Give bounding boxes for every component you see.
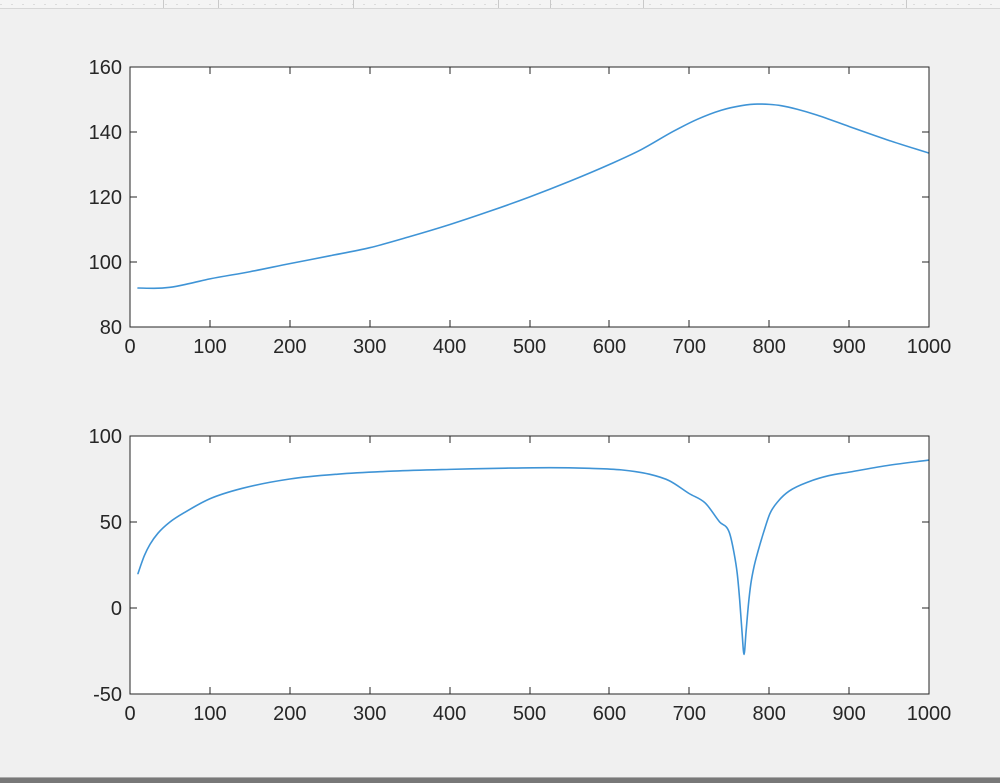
y-tick-label: 100: [89, 252, 122, 274]
y-tick-label: 160: [89, 57, 122, 79]
x-tick-label: 300: [353, 336, 386, 358]
window-bottom-border: [0, 777, 1000, 783]
x-tick-label: 900: [832, 703, 865, 725]
x-tick-label: 200: [273, 703, 306, 725]
x-tick-label: 100: [193, 703, 226, 725]
y-tick-label: 0: [111, 598, 122, 620]
tick-labels: 0 100 200 300 400 500 600 700 800 900 1000 80 100 120…: [89, 57, 952, 358]
toolbar-separator: [906, 0, 907, 8]
toolbar-separator: [550, 0, 551, 8]
axes-box-and-ticks: [129, 435, 930, 695]
axes-box-and-ticks: [129, 66, 930, 328]
x-tick-label: 200: [273, 336, 306, 358]
x-tick-label: 300: [353, 703, 386, 725]
y-tick-label: 140: [89, 122, 122, 144]
x-tick-label: 1000: [907, 703, 952, 725]
x-tick-label: 900: [832, 336, 865, 358]
subplot-1-axes[interactable]: 0 100 200 300 400 500 600 700 800 900 1000 80 100 120…: [89, 57, 952, 358]
lower-curve-line: [137, 459, 929, 656]
x-tick-label: 1000: [907, 336, 952, 358]
x-tick-label: 400: [433, 336, 466, 358]
upper-curve-line: [137, 103, 929, 290]
x-tick-label: 800: [753, 703, 786, 725]
y-tick-label: 120: [89, 187, 122, 209]
y-tick-label: 50: [100, 512, 122, 534]
x-tick-label: 500: [513, 703, 546, 725]
x-tick-label: 100: [193, 336, 226, 358]
subplot-2-axes[interactable]: 0 100 200 300 400 500 600 700 800 900 1000-5005010…: [89, 426, 952, 725]
x-tick-label: 400: [433, 703, 466, 725]
y-tick-label: -50: [93, 684, 122, 706]
x-tick-label: 0: [124, 703, 135, 725]
plot-background: [130, 436, 929, 694]
window-edge-strip: [0, 0, 1000, 9]
x-tick-label: 0: [124, 336, 135, 358]
x-tick-label: 700: [673, 703, 706, 725]
toolbar-separator: [643, 0, 644, 8]
x-tick-label: 600: [593, 703, 626, 725]
x-tick-label: 600: [593, 336, 626, 358]
toolbar-separator: [163, 0, 164, 8]
tick-labels: 0 100 200 300 400 500 600 700 800 900 1000-5005010…: [89, 426, 952, 725]
x-tick-label: 800: [753, 336, 786, 358]
y-tick-label: 80: [100, 317, 122, 339]
y-tick-label: 100: [89, 426, 122, 448]
toolbar-separator: [218, 0, 219, 8]
x-tick-label: 500: [513, 336, 546, 358]
toolbar-separator: [353, 0, 354, 8]
toolbar-separator: [498, 0, 499, 8]
x-tick-label: 700: [673, 336, 706, 358]
